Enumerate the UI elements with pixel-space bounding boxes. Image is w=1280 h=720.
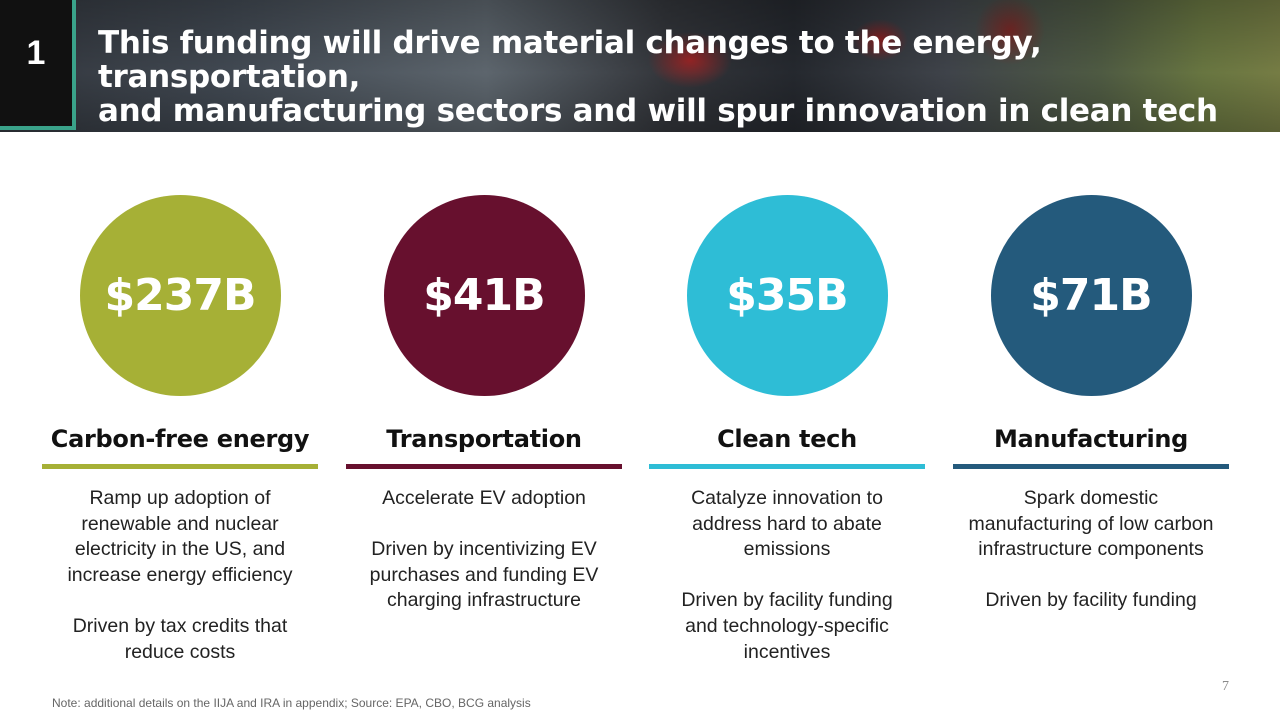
- spacer: [346, 512, 622, 538]
- driver-line: Driven by incentivizing EV: [371, 538, 597, 561]
- desc-line: electricity in the US, and: [74, 538, 286, 561]
- driver-line: Driven by tax credits that: [72, 614, 288, 637]
- amount-circle: $41B: [383, 195, 585, 396]
- desc-line: Ramp up adoption of: [89, 487, 271, 509]
- column-manufacturing: $71B Manufacturing Spark domestic manufa…: [953, 195, 1229, 614]
- amount-circle: $237B: [79, 195, 281, 396]
- spacer: [953, 563, 1229, 589]
- desc-line: increase energy efficiency: [67, 563, 293, 586]
- column-rule: [346, 464, 622, 469]
- amount-value: $237B: [104, 270, 257, 321]
- driver-line: Driven by facility funding: [681, 589, 893, 612]
- desc-line: manufacturing of low carbon: [968, 512, 1214, 535]
- slide-title: This funding will drive material changes…: [98, 26, 1258, 128]
- spacer: [649, 563, 925, 589]
- column-heading: Manufacturing: [993, 425, 1189, 453]
- column-description: Accelerate EV adoption Driven by incenti…: [346, 486, 622, 614]
- column-carbon-free-energy: $237B Carbon-free energy Ramp up adoptio…: [42, 195, 318, 665]
- section-number-box: 1: [0, 0, 76, 130]
- driver-line: charging infrastructure: [386, 589, 581, 612]
- column-heading: Carbon-free energy: [50, 425, 310, 453]
- desc-line: infrastructure components: [978, 538, 1204, 561]
- driver-line: purchases and funding EV: [369, 563, 599, 586]
- column-transportation: $41B Transportation Accelerate EV adopti…: [346, 195, 622, 614]
- spacer: [42, 588, 318, 614]
- desc-line: renewable and nuclear: [81, 512, 279, 535]
- header-banner-photo: [0, 0, 1280, 132]
- desc-line: Spark domestic: [1023, 487, 1159, 509]
- amount-value: $35B: [726, 270, 848, 321]
- driver-line: reduce costs: [124, 640, 236, 663]
- desc-line: address hard to abate: [692, 512, 882, 535]
- desc-line: emissions: [743, 538, 831, 561]
- desc-line: Catalyze innovation to: [691, 487, 883, 509]
- slide-title-line-1: This funding will drive material changes…: [98, 25, 1042, 95]
- column-rule: [649, 464, 925, 469]
- driver-line: Driven by facility funding: [985, 589, 1197, 612]
- source-footnote: Note: additional details on the IIJA and…: [52, 696, 531, 710]
- amount-value: $71B: [1030, 270, 1152, 321]
- column-rule: [953, 464, 1229, 469]
- column-description: Spark domestic manufacturing of low carb…: [953, 486, 1229, 614]
- column-rule: [42, 464, 318, 469]
- driver-line: and technology-specific: [685, 614, 889, 637]
- column-heading: Transportation: [386, 425, 582, 453]
- amount-circle: $35B: [686, 195, 888, 396]
- slide-title-line-2: and manufacturing sectors and will spur …: [98, 93, 1218, 129]
- page-number: 7: [1222, 679, 1229, 694]
- amount-circle: $71B: [990, 195, 1192, 396]
- column-description: Ramp up adoption of renewable and nuclea…: [42, 486, 318, 665]
- column-description: Catalyze innovation to address hard to a…: [649, 486, 925, 665]
- amount-value: $41B: [423, 270, 545, 321]
- desc-line: Accelerate EV adoption: [382, 487, 586, 509]
- driver-line: incentives: [743, 640, 831, 663]
- section-number: 1: [26, 34, 46, 72]
- column-heading: Clean tech: [717, 425, 857, 453]
- column-clean-tech: $35B Clean tech Catalyze innovation to a…: [649, 195, 925, 665]
